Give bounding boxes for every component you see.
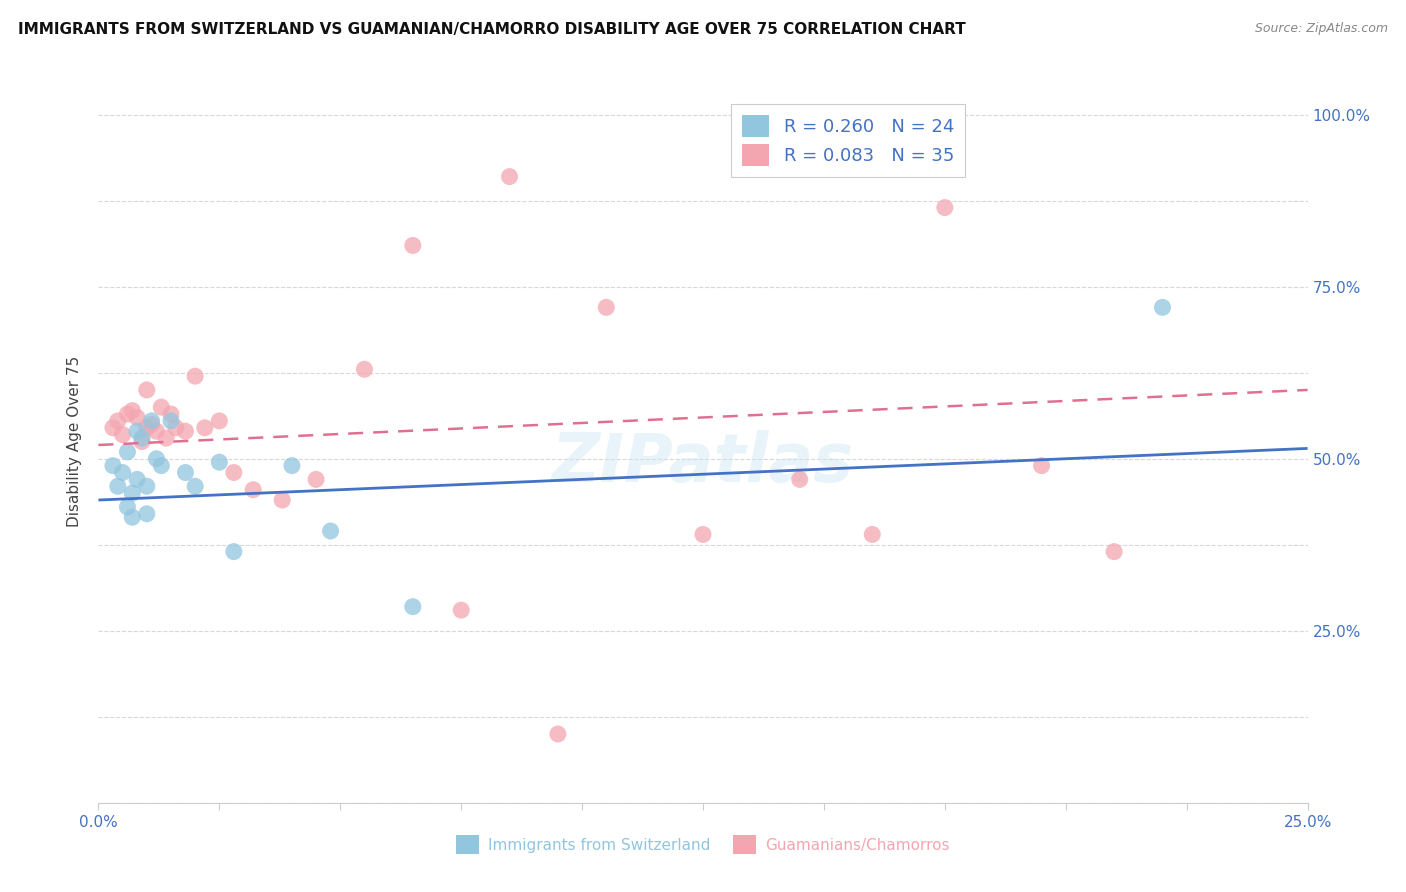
Point (111, 466, 134, 480)
Point (117, 407, 139, 421)
Point (117, 445, 139, 459)
Point (121, 403, 143, 417)
Point (117, 500, 139, 514)
Point (160, 414, 183, 428)
Point (160, 407, 183, 421)
Point (271, 493, 294, 508)
Point (789, 472, 811, 486)
Y-axis label: Disability Age Over 75: Disability Age Over 75 (67, 356, 83, 527)
Point (101, 421, 124, 435)
Point (131, 431, 153, 445)
Point (131, 434, 153, 449)
Point (184, 369, 207, 384)
Point (860, 527, 883, 541)
Point (101, 458, 124, 473)
Point (498, 169, 520, 184)
Point (107, 414, 129, 428)
Point (135, 383, 157, 397)
Point (141, 417, 163, 432)
Point (547, 727, 569, 741)
Legend: R = 0.260   N = 24, R = 0.083   N = 35: R = 0.260 N = 24, R = 0.083 N = 35 (731, 103, 965, 177)
Point (242, 483, 264, 497)
Point (141, 414, 163, 428)
Point (174, 466, 197, 480)
Point (135, 507, 157, 521)
Point (305, 472, 328, 486)
Point (127, 424, 149, 438)
Point (145, 424, 167, 438)
Point (155, 431, 177, 445)
Point (150, 400, 173, 414)
Point (174, 424, 197, 438)
Point (353, 362, 375, 376)
Point (222, 466, 245, 480)
Point (135, 421, 157, 435)
Point (150, 458, 173, 473)
Point (1031, 458, 1053, 473)
Point (184, 479, 207, 493)
Point (208, 455, 231, 469)
Point (165, 421, 187, 435)
Point (127, 410, 149, 425)
Point (692, 527, 714, 541)
Point (121, 486, 143, 500)
Point (319, 524, 342, 538)
Point (934, 201, 956, 215)
Text: ZIPatlas: ZIPatlas (553, 430, 853, 496)
Text: IMMIGRANTS FROM SWITZERLAND VS GUAMANIAN/CHAMORRO DISABILITY AGE OVER 75 CORRELA: IMMIGRANTS FROM SWITZERLAND VS GUAMANIAN… (18, 22, 966, 37)
Point (450, 603, 472, 617)
Point (281, 458, 304, 473)
Point (1152, 301, 1174, 315)
Point (222, 544, 245, 558)
Point (107, 479, 129, 493)
Point (595, 301, 617, 315)
Point (194, 421, 217, 435)
Point (111, 427, 134, 442)
Point (208, 414, 231, 428)
Point (402, 599, 425, 614)
Point (145, 451, 167, 466)
Point (127, 472, 149, 486)
Point (1102, 544, 1125, 558)
Point (402, 238, 425, 252)
Point (135, 479, 157, 493)
Point (121, 510, 143, 524)
Text: Source: ZipAtlas.com: Source: ZipAtlas.com (1254, 22, 1388, 36)
